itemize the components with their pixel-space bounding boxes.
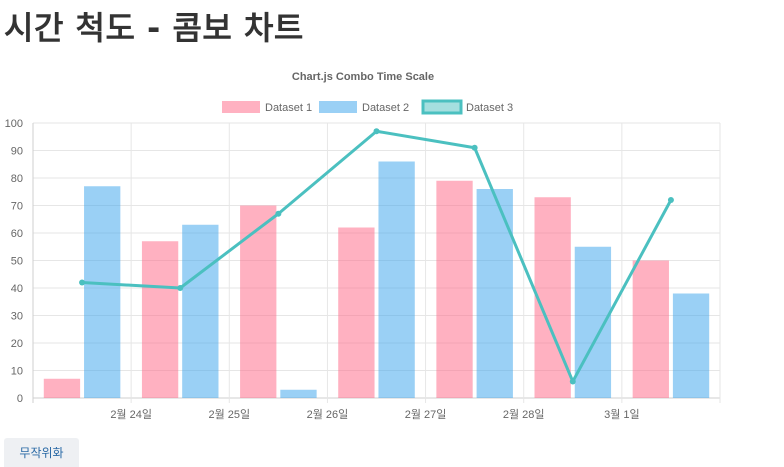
x-tick-label: 2월 27일 <box>405 407 447 421</box>
x-tick-label: 2월 26일 <box>307 407 349 421</box>
line-point <box>373 128 380 135</box>
y-tick-label: 10 <box>11 366 23 378</box>
bar-dataset-2 <box>378 161 415 398</box>
page-title: 시간 척도 - 콤보 차트 <box>4 9 304 47</box>
chart-legend: Dataset 1 Dataset 2 Dataset 3 <box>222 99 513 115</box>
line-point <box>569 378 576 385</box>
y-tick-label: 90 <box>11 146 23 158</box>
bar-dataset-2 <box>280 389 317 398</box>
bar-dataset-1 <box>436 180 473 398</box>
chart-axes: 0 10 20 30 40 50 60 70 80 90 100 2월 24일 2월 25일 2월 26일… <box>5 118 640 421</box>
legend-label: Dataset 2 <box>362 102 409 114</box>
line-point <box>471 144 478 151</box>
legend-label: Dataset 1 <box>265 102 312 114</box>
bar-dataset-2 <box>672 293 710 398</box>
legend-item-dataset-1[interactable]: Dataset 1 <box>222 101 312 114</box>
y-tick-label: 40 <box>11 283 23 295</box>
y-tick-label: 70 <box>11 201 23 213</box>
bar-dataset-1 <box>43 378 81 398</box>
y-tick-label: 30 <box>11 311 23 323</box>
bar-dataset-1 <box>632 260 669 398</box>
x-tick-label: 2월 25일 <box>208 407 250 421</box>
combo-time-chart: Chart.js Combo Time Scale Dataset 1 Datas… <box>5 71 721 421</box>
bar-dataset-2 <box>84 186 121 398</box>
legend-swatch <box>319 101 357 113</box>
chart-line <box>79 128 674 385</box>
y-tick-label: 20 <box>11 338 23 350</box>
bar-dataset-1 <box>534 197 571 398</box>
x-tick-label: 2월 28일 <box>503 407 545 421</box>
chart-grid <box>32 122 721 403</box>
legend-item-dataset-3[interactable]: Dataset 3 <box>421 99 513 115</box>
line-point <box>667 197 674 203</box>
legend-swatch <box>421 99 463 115</box>
y-tick-label: 80 <box>11 173 23 185</box>
bar-dataset-1 <box>240 205 277 398</box>
line-point <box>275 210 282 217</box>
chart-bars <box>43 161 710 398</box>
bar-dataset-2 <box>476 189 513 398</box>
line-point <box>177 285 184 291</box>
y-tick-label: 60 <box>11 228 23 240</box>
y-tick-label: 50 <box>11 256 23 268</box>
legend-swatch <box>222 101 260 113</box>
bar-dataset-1 <box>338 227 375 398</box>
chart-title: Chart.js Combo Time Scale <box>292 71 434 83</box>
line-point <box>79 279 86 286</box>
legend-label: Dataset 3 <box>466 102 513 114</box>
y-tick-label: 0 <box>17 393 23 405</box>
bar-dataset-2 <box>182 224 219 398</box>
x-tick-label: 3월 1일 <box>604 407 640 421</box>
y-tick-label: 100 <box>5 118 23 130</box>
bar-dataset-1 <box>141 241 179 398</box>
x-tick-label: 2월 24일 <box>110 407 152 421</box>
legend-item-dataset-2[interactable]: Dataset 2 <box>319 101 409 114</box>
randomize-button[interactable]: 무작위화 <box>4 438 79 467</box>
